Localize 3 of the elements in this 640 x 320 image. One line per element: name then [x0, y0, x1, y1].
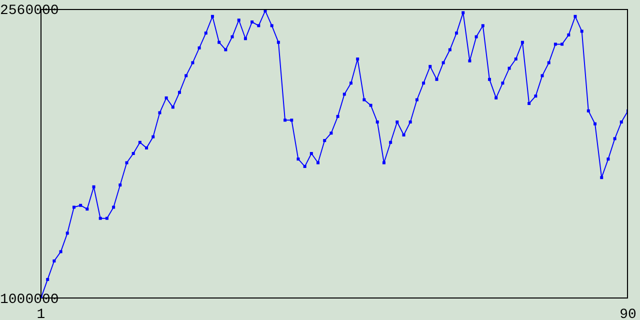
x-tick-label: 90: [620, 307, 636, 320]
x-tick-label: 1: [36, 307, 46, 320]
y-tick-label: 1000000: [0, 292, 59, 308]
